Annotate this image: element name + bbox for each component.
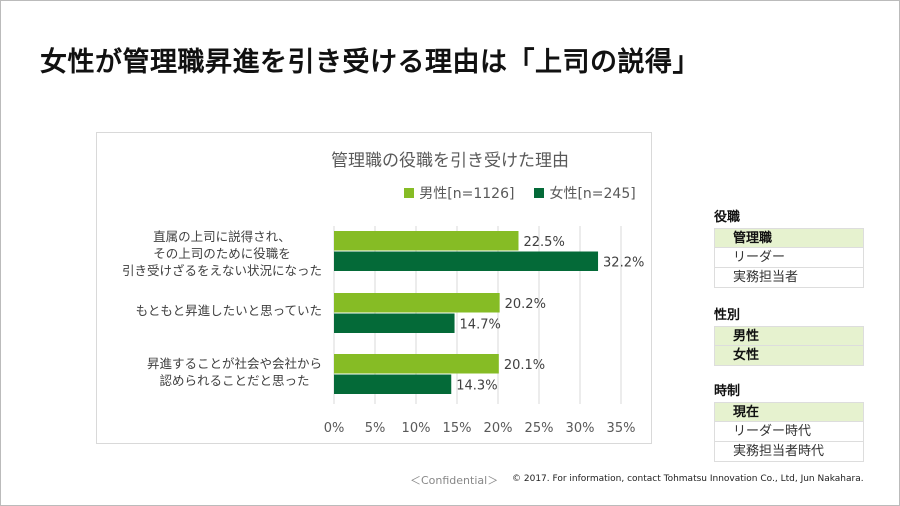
filter-heading: 時制 [714,384,741,399]
tick-label: 0% [324,421,345,436]
tick-label: 25% [525,421,554,436]
data-label: 32.2% [603,256,644,271]
tick-label: 10% [402,421,431,436]
filter-option[interactable]: 実務担当者 [714,268,864,288]
filter-heading: 役職 [714,210,741,225]
legend-label: 男性[n=1126] [419,186,515,202]
filter-heading: 性別 [714,308,741,323]
confidential-label: ＜Confidential＞ [410,474,499,487]
slide-title: 女性が管理職昇進を引き受ける理由は「上司の説得」 [40,47,700,78]
legend-item-male: 男性[n=1126] [404,183,514,203]
copyright-text: © 2017. For information, contact Tohmats… [512,474,864,484]
legend-swatch [534,188,545,198]
filter-option[interactable]: 女性 [714,346,864,366]
chart-title: 管理職の役職を引き受けた理由 [331,151,569,171]
bar [334,231,519,251]
legend-label: 女性[n=245] [549,186,636,202]
tick-label: 30% [566,421,595,436]
chart-area [96,132,652,444]
filter-option[interactable]: 男性 [714,326,864,346]
tick-label: 15% [443,421,472,436]
filter-option[interactable]: リーダー [714,248,864,268]
bar [334,374,452,394]
category-label: 昇進することが社会や会社から 認められることだと思った [146,356,322,388]
filter-option[interactable]: 管理職 [714,228,864,248]
tick-label: 5% [365,421,386,436]
bar [334,251,599,271]
chart-legend: 男性[n=1126] 女性[n=245] [0,183,900,203]
data-label: 22.5% [524,235,565,250]
data-label: 14.7% [460,318,501,333]
filter-group: 性別 男性 女性 [714,304,864,366]
data-label: 14.3% [456,379,497,394]
category-label: もともと昇進したいと思っていた [135,303,322,318]
filter-option[interactable]: 現在 [714,402,864,422]
legend-swatch [404,188,415,198]
tick-label: 35% [607,421,636,436]
category-label: 直属の上司に説得され、 その上司のために役職を 引き受けざるをえない状況になった [121,229,322,278]
bar [334,313,455,333]
bar [334,354,499,374]
legend-item-female: 女性[n=245] [534,183,636,203]
filter-option[interactable]: リーダー時代 [714,422,864,442]
filter-group: 時制現在 リーダー時代 実務担当者時代 [714,380,864,462]
data-label: 20.1% [504,358,545,373]
tick-label: 20% [484,421,513,436]
filter-group: 役職管理職 リーダー 実務担当者 [714,206,864,288]
bar [334,293,500,313]
data-label: 20.2% [505,297,546,312]
filter-option[interactable]: 実務担当者時代 [714,442,864,462]
